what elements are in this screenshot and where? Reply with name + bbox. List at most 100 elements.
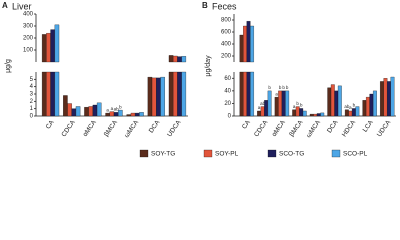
y-tick-label: 2 bbox=[30, 99, 34, 105]
y-tick-label: 40 bbox=[224, 88, 231, 94]
x-tick-label: αMCA bbox=[271, 119, 288, 138]
significance-label: a bbox=[106, 107, 109, 112]
bar bbox=[330, 84, 335, 117]
bar bbox=[156, 77, 161, 117]
x-tick-label: CDCA bbox=[60, 119, 77, 139]
significance-label: b bbox=[279, 85, 282, 90]
bar bbox=[369, 93, 374, 117]
x-tick-label: ωMCA bbox=[123, 119, 140, 140]
y-tick-label: 600 bbox=[221, 30, 232, 36]
legend-swatch bbox=[331, 149, 341, 158]
bar bbox=[380, 81, 384, 117]
bar bbox=[160, 76, 165, 117]
y-tick-label: 5 bbox=[30, 77, 34, 83]
bar bbox=[267, 90, 272, 117]
bar bbox=[351, 108, 356, 117]
legend-label: SCO-PL bbox=[343, 151, 368, 158]
chart-title: Liver bbox=[12, 1, 32, 11]
legend-swatch bbox=[139, 149, 149, 158]
x-tick-label: βMCA bbox=[103, 119, 120, 138]
bar bbox=[239, 34, 244, 117]
significance-label: b bbox=[353, 103, 356, 108]
bar bbox=[147, 76, 153, 117]
significance-label: a bbox=[111, 106, 114, 111]
bar bbox=[344, 109, 349, 117]
y-tick-label: 100 bbox=[23, 48, 34, 54]
bar bbox=[260, 106, 265, 117]
bar bbox=[295, 106, 300, 117]
significance-label: b bbox=[300, 103, 303, 108]
bar bbox=[67, 103, 72, 117]
y-tick-label: 300 bbox=[23, 24, 34, 30]
bar bbox=[257, 110, 261, 117]
y-tick-label: 0 bbox=[30, 114, 34, 120]
axis-break bbox=[33, 63, 188, 71]
legend-label: SCO-TG bbox=[279, 151, 304, 158]
bar bbox=[181, 56, 187, 117]
bar bbox=[139, 112, 144, 117]
bar bbox=[151, 77, 157, 117]
legend-swatch bbox=[203, 149, 213, 158]
significance-label: a bbox=[258, 105, 261, 110]
bar bbox=[75, 106, 81, 117]
bar bbox=[46, 33, 51, 117]
bar bbox=[88, 106, 94, 117]
y-tick-label: 60 bbox=[224, 76, 231, 82]
bar bbox=[274, 96, 279, 117]
bar bbox=[41, 34, 47, 117]
significance-label: ab bbox=[344, 104, 350, 109]
bar bbox=[292, 109, 297, 117]
significance-label: ab bbox=[114, 107, 120, 112]
legend-label: SOY-PL bbox=[215, 151, 239, 158]
bar bbox=[285, 90, 290, 117]
bar bbox=[84, 107, 89, 117]
x-tick-label: CDCA bbox=[253, 119, 270, 139]
bar bbox=[390, 76, 395, 117]
bar bbox=[118, 109, 123, 117]
y-axis-label: μg/day bbox=[205, 55, 212, 77]
y-tick-label: 4 bbox=[30, 84, 34, 90]
x-tick-label: UDCA bbox=[376, 119, 393, 139]
legend-label: SOY-TG bbox=[151, 151, 175, 158]
bar bbox=[337, 85, 342, 117]
bar bbox=[134, 112, 140, 117]
chart-title: Feces bbox=[212, 1, 237, 11]
significance-label: b bbox=[268, 85, 271, 90]
y-tick-label: 200 bbox=[221, 54, 232, 60]
bar bbox=[348, 110, 353, 117]
y-tick-label: 400 bbox=[23, 12, 34, 18]
y-tick-label: 3 bbox=[30, 92, 34, 98]
bar bbox=[278, 90, 283, 117]
bar bbox=[383, 78, 388, 117]
x-tick-label: ωMCA bbox=[305, 119, 322, 140]
bar bbox=[264, 100, 268, 117]
bar bbox=[309, 113, 314, 117]
x-tick-label: LCA bbox=[362, 119, 375, 134]
y-tick-label: 0 bbox=[228, 114, 232, 120]
bar bbox=[250, 25, 254, 117]
significance-label: a bbox=[275, 91, 278, 96]
x-tick-label: HDCA bbox=[341, 119, 358, 139]
significance-label: b bbox=[296, 101, 299, 106]
x-tick-label: CA bbox=[45, 119, 56, 131]
y-tick-label: 400 bbox=[221, 42, 232, 48]
y-tick-label: 20 bbox=[224, 101, 231, 107]
x-tick-label: CA bbox=[241, 119, 252, 131]
x-tick-label: DCA bbox=[148, 119, 162, 135]
bar bbox=[281, 90, 286, 117]
significance-label: ab bbox=[260, 101, 266, 106]
significance-label: a bbox=[349, 105, 352, 110]
y-tick-label: 800 bbox=[221, 18, 232, 24]
bar bbox=[130, 112, 136, 117]
axis-break bbox=[231, 63, 396, 71]
bar bbox=[63, 95, 68, 117]
bar bbox=[50, 29, 55, 117]
bar bbox=[302, 110, 307, 117]
bar bbox=[126, 114, 132, 117]
x-tick-label: UDCA bbox=[166, 119, 183, 139]
significance-label: a bbox=[293, 104, 296, 109]
significance-label: b bbox=[286, 85, 289, 90]
bar bbox=[373, 90, 377, 117]
bar bbox=[362, 100, 367, 117]
